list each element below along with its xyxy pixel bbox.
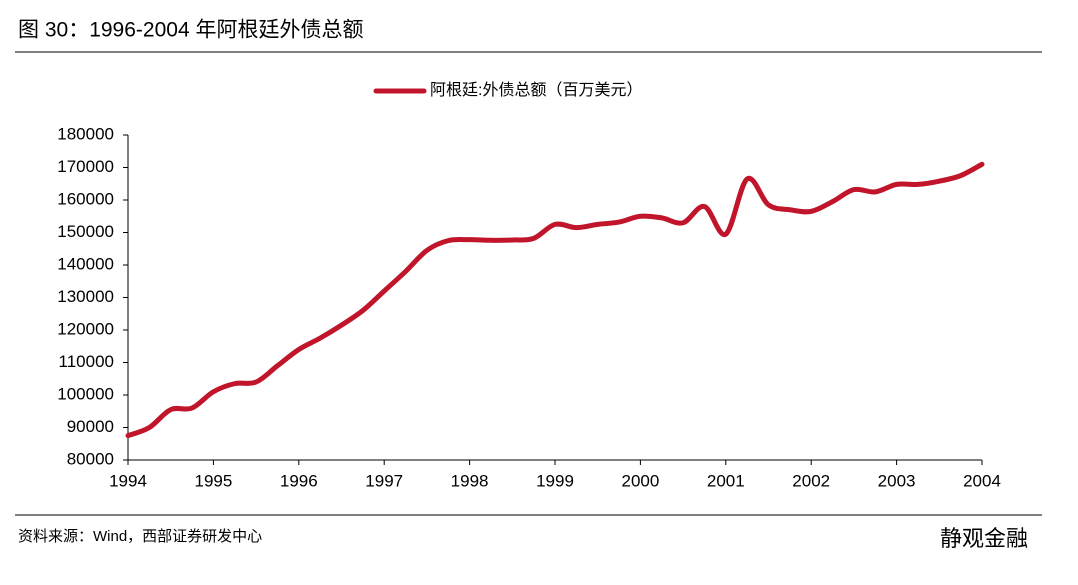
x-tick-label: 2001	[707, 471, 745, 490]
y-tick-label: 170000	[57, 157, 114, 176]
x-tick-label: 2000	[621, 471, 659, 490]
y-tick-label: 90000	[67, 417, 114, 436]
y-tick-label: 80000	[67, 449, 114, 468]
x-tick-label: 1996	[280, 471, 318, 490]
y-tick-label: 130000	[57, 287, 114, 306]
y-tick-label: 160000	[57, 189, 114, 208]
y-tick-label: 140000	[57, 254, 114, 273]
source: 资料来源：Wind，西部证券研发中心	[18, 528, 262, 545]
y-tick-label: 180000	[57, 124, 114, 143]
chart-title: 图 30：1996-2004 年阿根廷外债总额	[18, 19, 363, 42]
x-tick-label: 2004	[963, 471, 1001, 490]
x-tick-label: 2003	[878, 471, 916, 490]
legend-label: 阿根廷:外债总额（百万美元）	[430, 81, 642, 99]
y-tick-label: 120000	[57, 319, 114, 338]
x-tick-label: 1999	[536, 471, 574, 490]
series-line	[125, 161, 985, 439]
x-tick-label: 1997	[365, 471, 403, 490]
y-tick-label: 100000	[57, 384, 114, 403]
x-tick-label: 1995	[194, 471, 232, 490]
x-tick-label: 1998	[451, 471, 489, 490]
x-tick-label: 2002	[792, 471, 830, 490]
y-tick-label: 150000	[57, 222, 114, 241]
x-tick-label: 1994	[109, 471, 147, 490]
y-tick-label: 110000	[59, 352, 114, 371]
watermark: 静观金融	[940, 526, 1028, 551]
